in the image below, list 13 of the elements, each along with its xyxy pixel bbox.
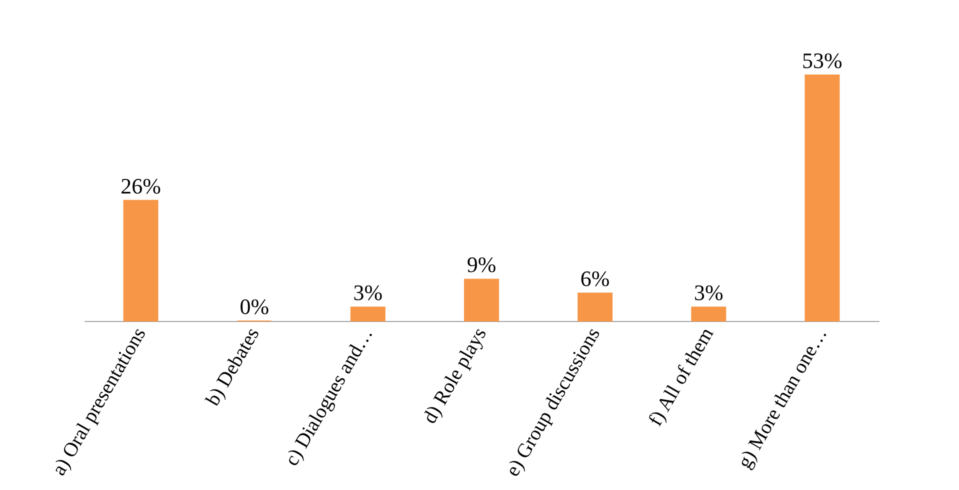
bar — [123, 200, 158, 322]
data-label: 3% — [353, 280, 383, 306]
data-label: 3% — [694, 280, 724, 306]
data-label: 53% — [802, 48, 842, 73]
bar — [464, 278, 499, 322]
data-label: 26% — [120, 173, 161, 198]
bar — [804, 74, 840, 322]
bar — [691, 306, 726, 322]
data-label: 6% — [580, 266, 610, 292]
data-label: 0% — [240, 294, 270, 319]
bar — [350, 306, 386, 322]
data-label: 9% — [466, 252, 496, 278]
bar — [578, 292, 613, 322]
